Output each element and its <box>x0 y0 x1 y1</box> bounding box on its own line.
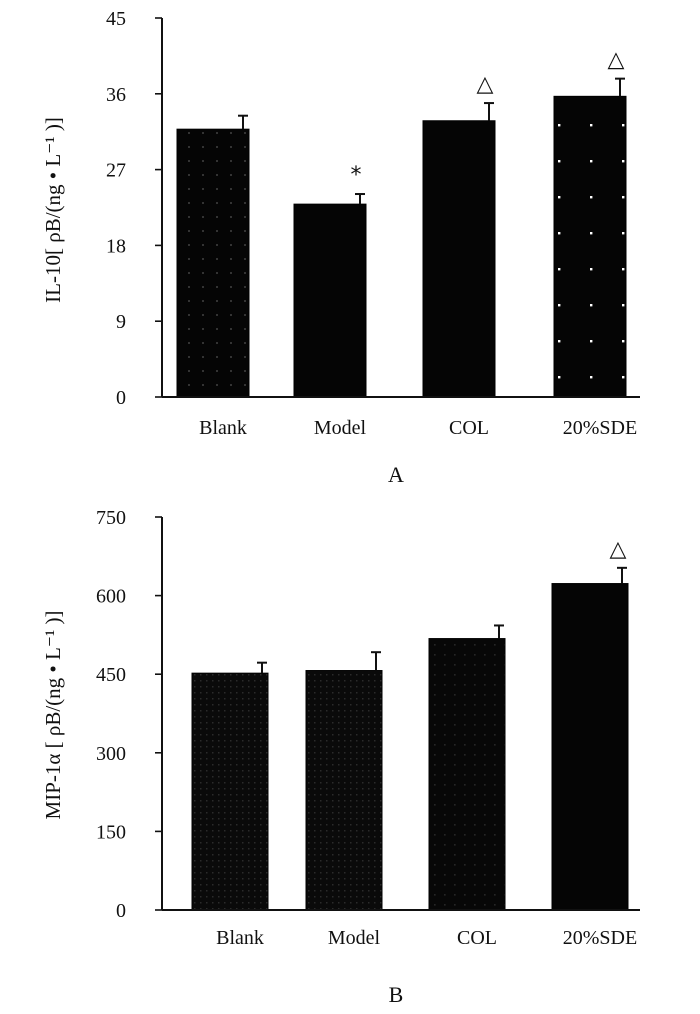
x-tick-label: Model <box>328 927 381 949</box>
y-tick-labels: 0 150 300 450 600 750 <box>96 507 126 922</box>
significance-triangle: △ <box>477 72 494 97</box>
significance-triangle: △ <box>610 537 627 562</box>
significance-marks: * △ △ <box>351 48 625 188</box>
x-tick-label: Model <box>314 417 367 439</box>
error-bars <box>257 566 627 674</box>
x-tick-label: COL <box>449 417 489 439</box>
bar-model <box>305 670 383 911</box>
y-tick-label: 45 <box>106 8 126 30</box>
axes <box>155 516 640 911</box>
y-tick-label: 750 <box>96 507 126 529</box>
axes <box>155 17 640 398</box>
panel-b: MIP-1α [ ρB/(ng • L⁻¹ )] 0 150 300 450 600 75… <box>41 507 640 1007</box>
bar-20sde <box>551 583 629 911</box>
significance-asterisk: * <box>351 163 362 188</box>
bars <box>176 95 627 398</box>
y-axis-title: IL-10[ ρB/(ng • L⁻¹ )] <box>41 117 65 303</box>
y-tick-label: 18 <box>106 235 126 257</box>
bar-blank <box>191 672 269 911</box>
x-tick-label: 20%SDE <box>563 417 637 439</box>
y-tick-label: 36 <box>106 84 126 106</box>
panel-label: A <box>388 462 404 487</box>
y-tick-label: 450 <box>96 664 126 686</box>
y-axis-title: MIP-1α [ ρB/(ng • L⁻¹ )] <box>41 611 65 820</box>
y-tick-label: 300 <box>96 743 126 765</box>
significance-triangle: △ <box>608 48 625 73</box>
x-tick-labels: Blank Model COL 20%SDE <box>199 417 637 439</box>
x-tick-label: Blank <box>199 417 247 439</box>
bar-model <box>293 203 367 398</box>
y-tick-label: 9 <box>116 311 126 333</box>
error-bars <box>238 77 625 205</box>
panel-label: B <box>389 982 404 1007</box>
bar-20sde <box>553 95 627 398</box>
bar-col <box>422 120 496 398</box>
bar-blank <box>176 128 250 398</box>
x-tick-label: Blank <box>216 927 264 949</box>
y-tick-label: 0 <box>116 900 126 922</box>
x-tick-labels: Blank Model COL 20%SDE <box>216 927 637 949</box>
x-tick-label: 20%SDE <box>563 927 637 949</box>
significance-marks: △ <box>610 537 627 562</box>
y-tick-label: 150 <box>96 821 126 843</box>
bars <box>191 583 629 911</box>
y-tick-label: 0 <box>116 387 126 409</box>
y-tick-labels: 0 9 18 27 36 45 <box>106 8 126 409</box>
panel-a: IL-10[ ρB/(ng • L⁻¹ )] 0 9 18 27 36 45 * △ △ Bl… <box>41 8 640 487</box>
x-tick-label: COL <box>457 927 497 949</box>
y-tick-label: 27 <box>106 160 126 182</box>
y-tick-label: 600 <box>96 586 126 608</box>
bar-col <box>428 638 506 911</box>
